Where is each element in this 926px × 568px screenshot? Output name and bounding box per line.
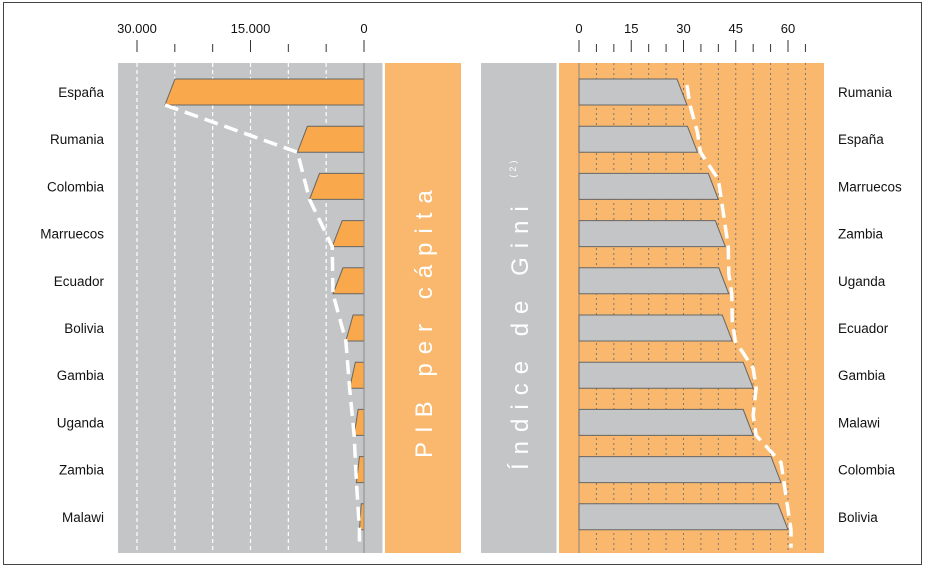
pib-category-label: Rumania (50, 132, 105, 147)
gini-category-label: Malawi (838, 415, 880, 430)
gini-category-label: Rumania (838, 85, 893, 100)
pib-title-band (385, 63, 461, 553)
gini-bar (578, 408, 754, 436)
gini-bar (578, 361, 754, 389)
pib-category-label: Ecuador (54, 274, 105, 289)
gini-title-superscript: (2) (508, 158, 518, 178)
gini-category-label: Bolivia (838, 510, 878, 525)
gini-tick-label: 60 (781, 21, 795, 36)
pib-category-label: Bolivia (64, 321, 104, 336)
gini-category-label: Colombia (838, 463, 896, 478)
pib-category-label: Gambia (57, 368, 105, 383)
gini-category-label: Zambia (838, 227, 884, 242)
pib-trend-line (164, 103, 362, 548)
pib-tick-label: 0 (360, 21, 367, 36)
pib-category-labels: España Rumania Colombia Marruecos Ecuador Bol… (40, 85, 104, 525)
pib-x-axis: 30.000 15.000 0 (117, 21, 368, 52)
gini-category-label: Ecuador (838, 321, 889, 336)
pib-bars (164, 78, 365, 548)
pib-panel: 30.000 15.000 0 España Rumania Colombia Marru… (40, 21, 461, 553)
pib-category-label: Colombia (47, 179, 105, 194)
pib-tick-label: 15.000 (231, 21, 271, 36)
pib-bar (296, 125, 365, 153)
gini-bar (578, 503, 789, 531)
gini-tick-label: 0 (575, 21, 582, 36)
gini-bar (578, 456, 782, 484)
gini-bar (578, 78, 688, 106)
gini-trend-line (685, 84, 793, 548)
pib-category-label: Marruecos (40, 227, 104, 242)
gini-tick-label: 30 (676, 21, 690, 36)
gini-category-label: Marruecos (838, 179, 902, 194)
gini-category-label: Uganda (838, 274, 886, 289)
pib-bar (308, 172, 365, 200)
gini-category-label: Gambia (838, 368, 886, 383)
pib-title: PIB per cápita (411, 181, 438, 458)
gini-category-label: España (838, 132, 884, 147)
gini-bar (578, 314, 733, 342)
chart-frame (3, 2, 922, 565)
gini-bar (578, 172, 720, 200)
pib-category-label: España (58, 85, 104, 100)
pib-bar (164, 78, 365, 106)
gini-title-group: Índice de Gini (2) (507, 158, 534, 470)
gini-bar (578, 267, 730, 295)
pib-category-label: Zambia (59, 463, 105, 478)
gini-title-band (481, 63, 557, 553)
gini-tick-label: 45 (729, 21, 743, 36)
gini-bar (578, 125, 699, 153)
pib-tick-label: 30.000 (117, 21, 157, 36)
pib-gridlines (136, 63, 327, 553)
pib-category-label: Uganda (57, 415, 105, 430)
gini-x-axis: 0 15 30 45 60 (575, 21, 806, 52)
gini-title: Índice de Gini (507, 197, 534, 470)
gini-bar (578, 220, 727, 248)
gini-tick-label: 15 (624, 21, 638, 36)
gini-bars (578, 78, 793, 548)
gini-category-labels: Rumania España Marruecos Zambia Uganda Ecuado… (838, 85, 902, 525)
gini-panel: 0 15 30 45 60 Rumania España Marruecos Zambia Ug… (481, 21, 902, 553)
pib-category-label: Malawi (62, 510, 104, 525)
